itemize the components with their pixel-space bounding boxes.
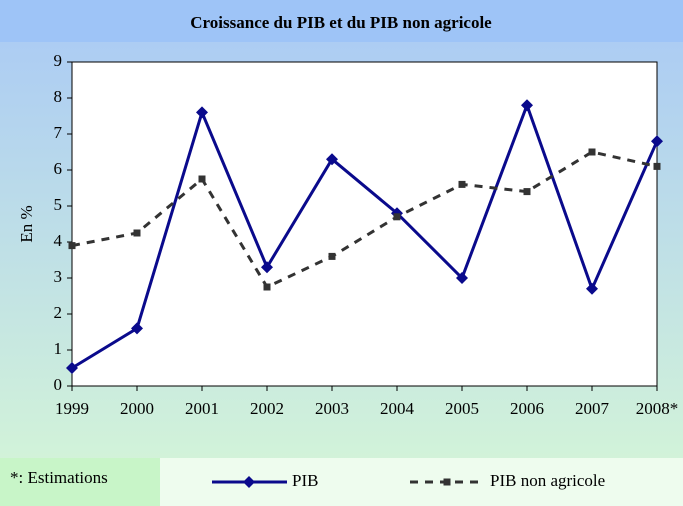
point-marker bbox=[261, 261, 273, 274]
y-tick-label: 5 bbox=[54, 195, 63, 214]
point-marker bbox=[456, 272, 468, 284]
title-bar bbox=[0, 0, 683, 42]
point-marker bbox=[588, 148, 596, 156]
x-tick-label: 2000 bbox=[120, 399, 154, 418]
point-marker bbox=[521, 99, 533, 112]
point-marker bbox=[133, 229, 141, 237]
y-tick-label: 6 bbox=[54, 159, 63, 178]
y-axis-label: En % bbox=[17, 205, 36, 242]
point-marker bbox=[263, 283, 271, 291]
note-box bbox=[0, 458, 160, 506]
point-marker bbox=[326, 153, 338, 166]
point-marker bbox=[653, 162, 661, 170]
x-tick-label: 2004 bbox=[380, 399, 415, 418]
note: *: Estimations bbox=[10, 468, 108, 487]
legend-marker bbox=[443, 478, 451, 486]
point-marker bbox=[651, 135, 663, 148]
x-tick-label: 2003 bbox=[315, 399, 349, 418]
y-tick-label: 1 bbox=[54, 339, 63, 358]
point-marker bbox=[66, 362, 78, 374]
x-tick-label: 2008* bbox=[636, 399, 679, 418]
point-marker bbox=[523, 188, 531, 196]
point-marker bbox=[328, 252, 336, 260]
y-tick-label: 4 bbox=[54, 231, 63, 250]
x-tick-label: 1999 bbox=[55, 399, 89, 418]
legend-label: PIB bbox=[292, 471, 318, 490]
point-marker bbox=[393, 213, 401, 221]
y-tick-label: 0 bbox=[54, 375, 63, 394]
y-tick-label: 8 bbox=[54, 87, 63, 106]
y-tick-label: 7 bbox=[54, 123, 63, 142]
point-marker bbox=[196, 106, 208, 119]
y-tick-label: 2 bbox=[54, 303, 63, 322]
x-tick-label: 2002 bbox=[250, 399, 284, 418]
chart-title: Croissance du PIB et du PIB non agricole bbox=[190, 13, 492, 32]
x-tick-label: 2005 bbox=[445, 399, 479, 418]
legend-marker bbox=[243, 476, 255, 488]
point-marker bbox=[68, 242, 76, 250]
series-line bbox=[71, 150, 658, 289]
x-tick-label: 2007 bbox=[575, 399, 610, 418]
x-tick-label: 2001 bbox=[185, 399, 219, 418]
legend-label: PIB non agricole bbox=[490, 471, 605, 490]
point-marker bbox=[198, 175, 206, 183]
point-marker bbox=[131, 322, 143, 335]
x-tick-label: 2006 bbox=[510, 399, 544, 418]
point-marker bbox=[458, 180, 466, 188]
series-line bbox=[71, 100, 659, 370]
y-tick-label: 3 bbox=[54, 267, 63, 286]
point-marker bbox=[586, 282, 598, 295]
y-tick-label: 9 bbox=[54, 51, 63, 70]
